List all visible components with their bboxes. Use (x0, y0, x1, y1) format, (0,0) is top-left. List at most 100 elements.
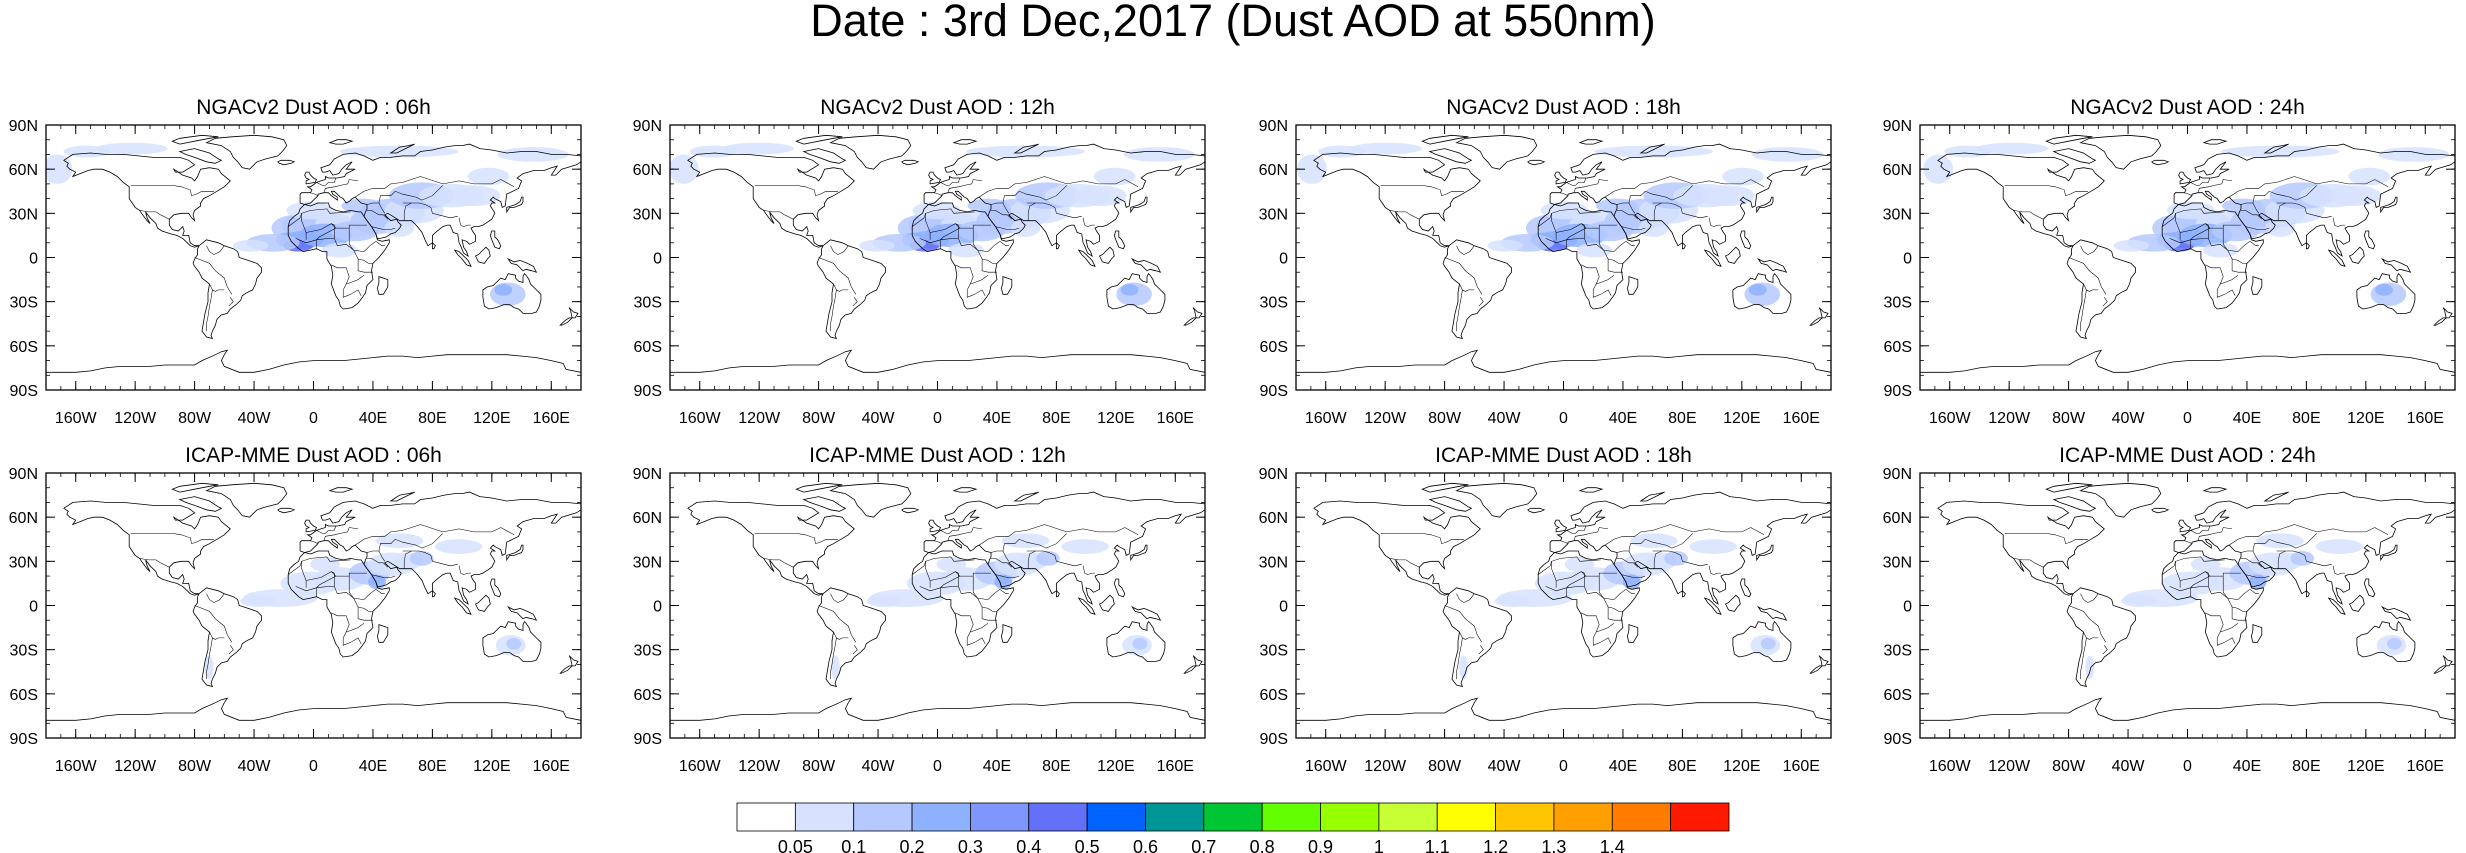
country-border (2102, 297, 2108, 307)
map-frame (1295, 124, 1832, 391)
africa-coastline (287, 202, 390, 310)
country-border (366, 202, 386, 214)
x-tick-label: 160W (679, 410, 722, 427)
greenland-coastline (829, 134, 912, 170)
country-border (2190, 525, 2211, 534)
borneo-coastline (2348, 594, 2365, 612)
country-border (1538, 556, 1601, 575)
dust-field (497, 147, 569, 162)
country-border (2080, 637, 2087, 680)
map-panel: NGACv2 Dust AOD : 24h 160W 120W 80W 40W 0 40E 8… (1883, 96, 2456, 427)
great-britain-coastline (304, 519, 318, 533)
country-border (940, 575, 960, 597)
country-border (2190, 177, 2211, 186)
dust-field (1976, 142, 2049, 155)
panel-title: ICAP-MME Dust AOD : 06h (185, 444, 442, 467)
y-tick-label: 60S (10, 339, 38, 356)
y-tick-label: 30S (1884, 643, 1912, 660)
colorbar-box (1611, 802, 1672, 832)
new-zealand-coastline (2442, 655, 2453, 667)
y-tick-label: 60N (1883, 162, 1912, 179)
y-tick-label: 0 (29, 251, 38, 268)
country-border (228, 645, 234, 655)
country-border (1027, 202, 1036, 221)
colorbar-box (1145, 802, 1205, 832)
y-tick-label: 60S (1884, 687, 1912, 704)
y-tick-label: 60S (1884, 339, 1912, 356)
colorbar-box (1670, 802, 1730, 832)
japan-coastline (2380, 196, 2398, 214)
x-tick-label: 80E (418, 758, 446, 775)
country-border (2220, 274, 2239, 285)
country-border (403, 202, 412, 221)
x-tick-label: 80W (802, 758, 836, 775)
dust-field (1123, 147, 1195, 162)
country-border (378, 185, 443, 204)
country-border (2162, 556, 2225, 575)
x-tick-label: 160W (55, 758, 98, 775)
country-border (316, 525, 337, 534)
x-tick-label: 80E (1668, 410, 1696, 427)
country-border (354, 524, 515, 546)
country-border (358, 258, 373, 264)
sumatra-coastline (453, 249, 472, 267)
country-border (830, 245, 849, 255)
dust-field (936, 556, 967, 572)
y-tick-label: 90N (633, 466, 662, 483)
new-zealand-south-coastline (2433, 665, 2448, 674)
y-tick-label: 60S (634, 687, 662, 704)
country-border (1380, 185, 1464, 197)
y-tick-label: 60N (9, 162, 38, 179)
country-border (1617, 558, 1638, 568)
y-tick-label: 90S (10, 731, 38, 748)
country-border (991, 558, 1012, 568)
y-tick-label: 90S (1884, 383, 1912, 400)
philippines-coastline (1113, 578, 1126, 598)
country-border (1613, 588, 1635, 600)
south-america-coastline (192, 239, 262, 340)
australia-coastline (482, 273, 542, 314)
country-border (367, 210, 388, 220)
x-tick-label: 160E (533, 410, 570, 427)
y-tick-label: 30S (634, 295, 662, 312)
country-border (970, 622, 989, 633)
great-britain-coastline (1554, 519, 1568, 533)
y-tick-label: 30S (634, 643, 662, 660)
country-border (363, 240, 385, 252)
country-border (1581, 264, 1612, 298)
greenland-coastline (2079, 482, 2162, 518)
colorbar-label: 0.9 (1308, 837, 1333, 853)
iceland-coastline (1527, 507, 1546, 514)
australia-coastline (1106, 273, 1166, 314)
y-tick-label: 90S (1884, 731, 1912, 748)
country-border (458, 217, 471, 227)
y-tick-label: 30S (1260, 295, 1288, 312)
map-frame (45, 124, 582, 391)
colorbar-label: 1.1 (1425, 837, 1450, 853)
country-border (1653, 202, 1662, 221)
japan-coastline (1756, 196, 1774, 214)
country-border (2083, 283, 2099, 292)
dust-field (1035, 551, 1060, 566)
madagascar-coastline (376, 624, 389, 643)
new-zealand-coastline (1818, 655, 1829, 667)
country-border (912, 556, 975, 575)
colorbar-label: 0.7 (1191, 837, 1216, 853)
country-border (458, 565, 471, 575)
dust-field (232, 239, 269, 252)
country-border (2197, 179, 2233, 193)
colorbar-label: 0.5 (1075, 837, 1100, 853)
country-border (1538, 208, 1601, 227)
philippines-coastline (1113, 230, 1126, 250)
country-border (2205, 571, 2209, 587)
north-america-coastline (1313, 500, 1481, 596)
country-border (194, 605, 233, 643)
x-tick-label: 80E (1042, 410, 1070, 427)
dust-field (1010, 219, 1041, 237)
svalbard-coastline (1578, 139, 1604, 145)
country-border (2276, 550, 2332, 567)
y-tick-label: 60N (1259, 510, 1288, 527)
country-border (763, 558, 794, 568)
country-border (206, 593, 225, 603)
